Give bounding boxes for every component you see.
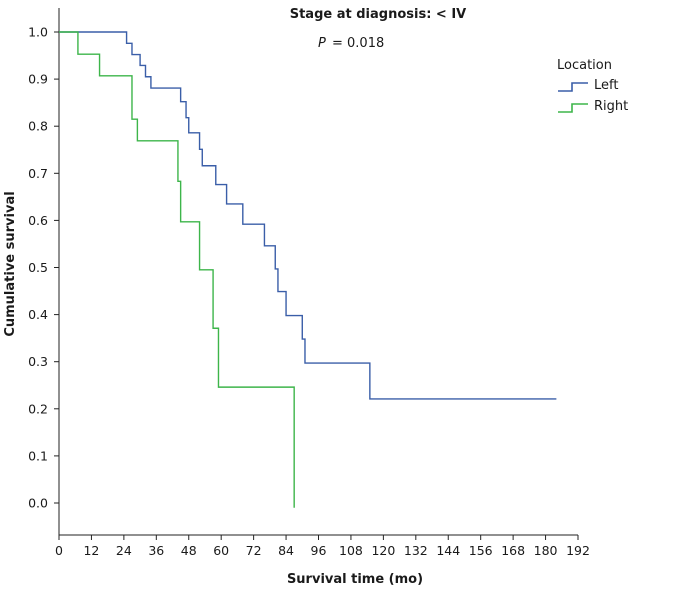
legend: Location Left Right: [557, 58, 628, 114]
x-axis-title: Survival time (mo): [287, 572, 423, 587]
x-tick-label: 108: [339, 543, 363, 558]
legend-right-label: Right: [594, 99, 628, 114]
legend-right-swatch: [558, 103, 588, 113]
series-layer: [59, 31, 557, 508]
y-tick-label: 0.0: [28, 496, 48, 511]
y-tick-label: 0.9: [28, 72, 48, 87]
x-tick-label: 72: [246, 543, 262, 558]
y-axis-title: Cumulative survival: [3, 191, 18, 336]
y-tick-label: 0.4: [28, 307, 48, 322]
y-tick-label: 0.8: [28, 119, 48, 134]
x-tick-label: 0: [55, 543, 63, 558]
y-axis-ticks: 0.0 0.1 0.2 0.3 0.4 0.5 0.6 0.7 0.8 0.9 1.0: [28, 25, 59, 511]
x-tick-label: 192: [566, 543, 590, 558]
y-tick-label: 0.5: [28, 260, 48, 275]
x-tick-label: 132: [404, 543, 428, 558]
x-tick-label: 48: [181, 543, 197, 558]
x-tick-label: 120: [371, 543, 395, 558]
x-tick-label: 156: [469, 543, 493, 558]
series-line-left: [59, 31, 557, 400]
p-value-label: P: [318, 36, 326, 51]
y-tick-label: 0.1: [28, 448, 48, 463]
y-tick-label: 0.6: [28, 213, 48, 228]
x-tick-label: 144: [436, 543, 460, 558]
x-tick-label: 60: [213, 543, 229, 558]
chart-title: Stage at diagnosis: < IV: [290, 7, 467, 22]
plot-frame: [58, 8, 578, 536]
legend-title: Location: [557, 58, 612, 73]
x-tick-label: 84: [278, 543, 294, 558]
x-axis-ticks: 0 12 24 36 48 60 72 84 96 108 120 132 144 156 168 180 19…: [55, 535, 590, 558]
y-tick-label: 0.3: [28, 354, 48, 369]
x-tick-label: 96: [311, 543, 327, 558]
x-tick-label: 36: [148, 543, 164, 558]
legend-left-swatch: [558, 82, 588, 92]
y-tick-label: 0.2: [28, 401, 48, 416]
y-tick-label: 0.7: [28, 166, 48, 181]
series-line-right: [59, 31, 295, 508]
x-tick-label: 24: [116, 543, 132, 558]
p-value-annotation: = 0.018: [332, 36, 384, 51]
x-tick-label: 12: [83, 543, 99, 558]
x-tick-label: 168: [501, 543, 525, 558]
legend-left-label: Left: [594, 78, 618, 93]
x-tick-label: 180: [534, 543, 558, 558]
y-tick-label: 1.0: [28, 25, 48, 40]
